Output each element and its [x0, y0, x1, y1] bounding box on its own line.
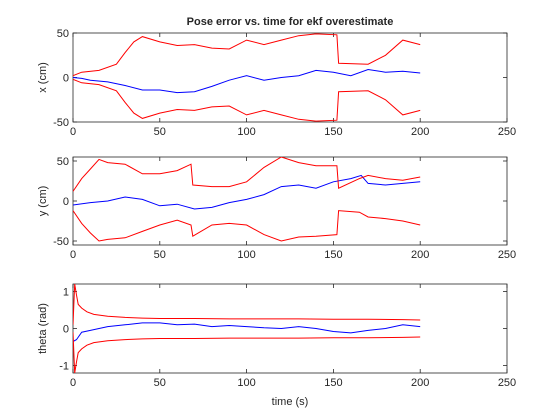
error-series-line — [73, 68, 421, 94]
y-axis-label: y (cm) — [37, 186, 49, 217]
bound-series-line — [73, 157, 421, 192]
x-tick-label: 0 — [70, 249, 76, 261]
axes-box — [72, 32, 508, 123]
x-tick-label: 150 — [324, 126, 342, 138]
axes-box — [72, 283, 508, 374]
bound-series-line — [73, 332, 421, 373]
bound-series-line — [73, 33, 421, 77]
x-axis-label: time (s) — [272, 396, 309, 408]
x-tick-label: 100 — [237, 377, 255, 389]
x-tick-label: 100 — [237, 126, 255, 138]
x-tick-label: 0 — [70, 126, 76, 138]
y-tick-label: -50 — [53, 117, 69, 129]
error-series-line — [73, 322, 421, 342]
y-tick-label: 0 — [63, 324, 69, 336]
x-tick-label: 100 — [237, 249, 255, 261]
x-tick-label: 200 — [411, 377, 429, 389]
x-tick-label: 150 — [324, 377, 342, 389]
x-tick-label: 200 — [411, 126, 429, 138]
x-tick-label: 50 — [154, 126, 166, 138]
y-tick-label: 0 — [63, 73, 69, 85]
x-tick-label: 50 — [154, 377, 166, 389]
chart-title: Pose error vs. time for ekf overestimate — [187, 16, 394, 28]
y-tick-label: 50 — [57, 28, 69, 40]
bound-series-line — [73, 284, 421, 325]
y-tick-label: -1 — [59, 361, 69, 373]
error-series-line — [73, 174, 421, 210]
bound-series-line — [73, 210, 421, 242]
y-tick-label: -50 — [53, 236, 69, 248]
y-axis-label: x (cm) — [37, 62, 49, 93]
x-tick-label: 0 — [70, 377, 76, 389]
y-tick-label: 50 — [57, 156, 69, 168]
axes-box — [72, 156, 508, 246]
bound-series-line — [73, 78, 421, 122]
x-tick-label: 250 — [498, 377, 516, 389]
y-axis-label: theta (rad) — [37, 303, 49, 354]
x-tick-label: 200 — [411, 249, 429, 261]
y-tick-label: 0 — [63, 196, 69, 208]
x-tick-label: 250 — [498, 126, 516, 138]
x-tick-label: 250 — [498, 249, 516, 261]
y-tick-label: 1 — [63, 286, 69, 298]
x-tick-label: 150 — [324, 249, 342, 261]
x-tick-label: 50 — [154, 249, 166, 261]
